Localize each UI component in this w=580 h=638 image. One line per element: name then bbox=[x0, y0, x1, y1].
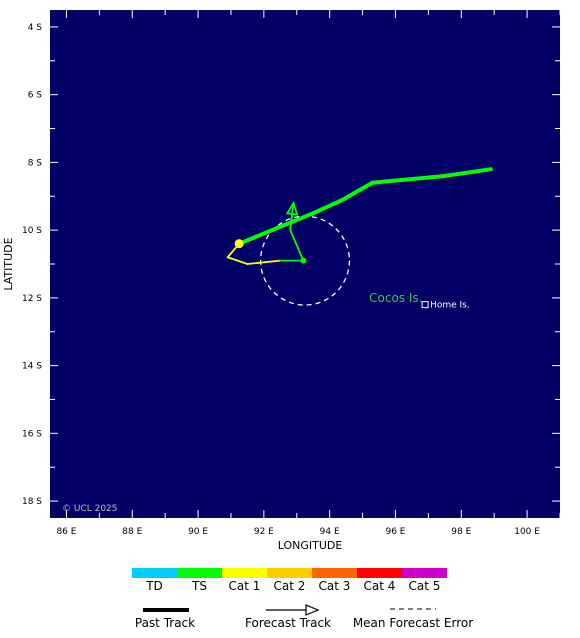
places-layer: Cocos Is. Home Is. bbox=[369, 291, 470, 311]
lon-tick-label: 100 E bbox=[514, 527, 540, 537]
lat-tick-label: 16 S bbox=[22, 429, 42, 439]
x-axis-title: LONGITUDE bbox=[278, 539, 343, 552]
legend-label-cat-2: Cat 2 bbox=[274, 579, 306, 593]
lat-tick-label: 18 S bbox=[22, 497, 42, 507]
mean-error-label: Mean Forecast Error bbox=[353, 616, 473, 630]
legend-label-cat-1: Cat 1 bbox=[229, 579, 261, 593]
legend-swatch-cat-4 bbox=[357, 568, 402, 578]
place-label-cocos: Cocos Is. bbox=[369, 291, 422, 305]
forecast-track-segment bbox=[246, 259, 282, 265]
ocean-background bbox=[50, 10, 560, 518]
lon-tick-label: 86 E bbox=[56, 527, 76, 537]
lat-tick-label: 4 S bbox=[28, 23, 43, 33]
lat-tick-label: 6 S bbox=[28, 91, 43, 101]
legend-label-cat-3: Cat 3 bbox=[319, 579, 351, 593]
legend-label-cat-5: Cat 5 bbox=[409, 579, 441, 593]
lon-tick-label: 88 E bbox=[122, 527, 142, 537]
lat-tick-label: 10 S bbox=[22, 226, 42, 236]
forecast-track-segment bbox=[226, 256, 249, 265]
past-track-segment bbox=[442, 167, 493, 178]
legend-label-cat-4: Cat 4 bbox=[364, 579, 396, 593]
category-legend: TD TS Cat 1 Cat 2 Cat 3 Cat 4 Cat 5 bbox=[132, 568, 447, 593]
forecast-track-label: Forecast Track bbox=[245, 616, 331, 630]
home-island-marker-icon bbox=[421, 301, 429, 309]
legend-swatch-cat-1 bbox=[222, 568, 267, 578]
past-track-segment bbox=[370, 173, 447, 185]
past-track-segment bbox=[237, 224, 283, 246]
legend-swatch-ts bbox=[177, 568, 222, 578]
current-position-marker bbox=[234, 239, 244, 249]
past-track-segment bbox=[340, 180, 375, 202]
forecast-point-marker bbox=[300, 257, 307, 264]
lon-tick-label: 96 E bbox=[385, 527, 405, 537]
lon-tick-label: 98 E bbox=[451, 527, 471, 537]
legend-swatch-cat-3 bbox=[312, 568, 357, 578]
place-label-home: Home Is. bbox=[430, 301, 470, 311]
map-plot-area: 86 E 88 E 90 E 92 E 94 E 96 E 98 E 100 E 4 S 6 S 8… bbox=[22, 10, 561, 537]
lon-tick-label: 90 E bbox=[188, 527, 208, 537]
past-track-label: Past Track bbox=[135, 616, 195, 630]
forecast-arrow-icon bbox=[285, 200, 299, 216]
track-layer bbox=[226, 167, 493, 306]
lat-tick-label: 14 S bbox=[22, 362, 42, 372]
legend-swatch-cat-2 bbox=[267, 568, 312, 578]
legend-swatch-cat-5 bbox=[402, 568, 447, 578]
copyright-text: © UCL 2025 bbox=[62, 504, 118, 514]
past-track-segment bbox=[278, 211, 316, 229]
forecast-track-segment bbox=[289, 202, 295, 232]
lon-tick-label: 92 E bbox=[254, 527, 274, 537]
past-track-segment bbox=[311, 197, 345, 216]
legend-label-td: TD bbox=[145, 579, 163, 593]
lat-tick-label: 12 S bbox=[22, 294, 42, 304]
legend: TD TS Cat 1 Cat 2 Cat 3 Cat 4 Cat 5 Past Track… bbox=[132, 568, 473, 630]
lon-tick-label: 94 E bbox=[320, 527, 340, 537]
forecast-arrow-icon bbox=[305, 604, 320, 616]
lat-tick-label: 8 S bbox=[28, 158, 43, 168]
y-axis-title: LATITUDE bbox=[2, 237, 15, 290]
legend-label-ts: TS bbox=[191, 579, 207, 593]
forecast-track-segment bbox=[289, 229, 305, 262]
axis-ticks: 86 E 88 E 90 E 92 E 94 E 96 E 98 E 100 E 4 S 6 S 8… bbox=[22, 10, 561, 537]
legend-swatch-td bbox=[132, 568, 177, 578]
